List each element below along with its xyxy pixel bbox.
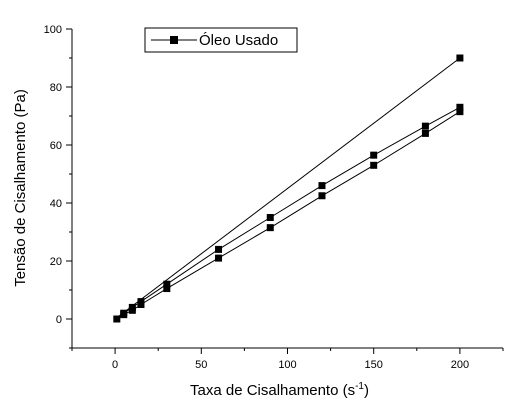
y-tick-label: 0	[56, 314, 62, 326]
data-point	[318, 192, 326, 200]
x-tick-label: 150	[365, 359, 383, 371]
x-axis-title-close: )	[364, 382, 369, 399]
x-axis-title-superscript: -1	[355, 381, 364, 392]
data-point	[421, 122, 429, 130]
data-point	[120, 309, 128, 317]
data-point	[266, 224, 274, 232]
y-axis-title: Tensão de Cisalhamento (Pa)	[12, 89, 29, 287]
y-tick-label: 80	[50, 82, 62, 94]
x-tick-label: 50	[195, 359, 207, 371]
legend: Óleo Usado	[144, 27, 298, 53]
data-point	[370, 161, 378, 169]
x-tick-label: 200	[451, 359, 469, 371]
data-point	[421, 129, 429, 137]
data-point	[113, 315, 121, 323]
data-point	[215, 245, 223, 253]
data-point	[456, 103, 464, 111]
data-point	[128, 303, 136, 311]
data-point	[318, 182, 326, 190]
data-point	[456, 108, 464, 116]
data-point	[370, 151, 378, 159]
series-line	[114, 57, 461, 320]
data-point	[266, 214, 274, 221]
x-tick-label: 100	[278, 359, 296, 371]
data-point	[163, 285, 171, 293]
x-axis-title: Taxa de Cisalhamento (s-1)	[190, 381, 369, 399]
y-tick-label: 60	[50, 140, 62, 152]
series-lines	[114, 57, 461, 320]
data-point	[163, 280, 171, 288]
x-tick-label: 0	[112, 359, 118, 371]
data-point	[456, 54, 464, 62]
y-tick-label: 40	[50, 198, 62, 210]
y-tick-label: 20	[50, 256, 62, 268]
axes: 0 50 100 150 200 0 20 40 60 80 100	[44, 24, 504, 371]
data-point	[215, 254, 223, 262]
x-axis-title-main: Taxa de Cisalhamento (s	[190, 382, 355, 399]
legend-marker	[170, 36, 178, 44]
legend-label: Óleo Usado	[199, 32, 278, 49]
series-markers	[113, 54, 464, 323]
y-tick-label: 100	[44, 24, 62, 36]
data-point	[137, 298, 145, 306]
